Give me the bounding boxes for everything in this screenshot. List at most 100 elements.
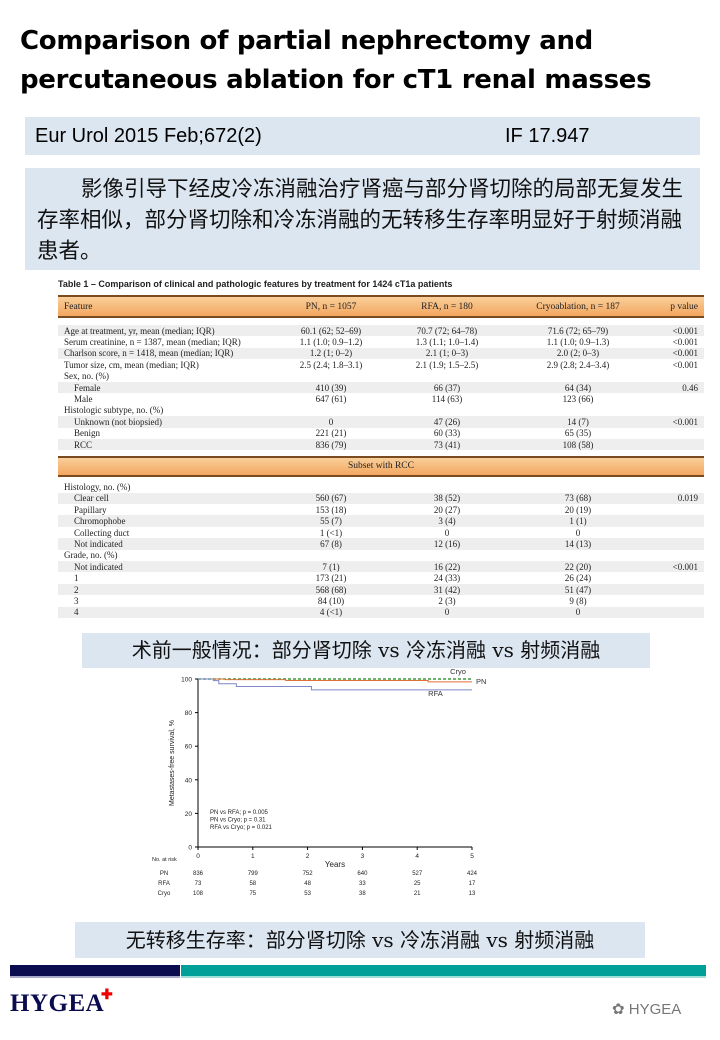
p-value-annotation: RFA vs Cryo; p = 0.021	[210, 825, 273, 831]
cell-rfa: 66 (37)	[433, 382, 461, 393]
cell-feature: Not indicated	[74, 538, 123, 549]
table-row: Male 647 (61) 114 (63) 123 (66)	[58, 393, 704, 404]
y-tick-label: 60	[185, 744, 193, 751]
risk-table-label: No. at risk	[152, 857, 177, 863]
footer-bar-navy	[10, 965, 180, 978]
table-row: Clear cell 560 (67) 38 (52) 73 (68) 0.019	[58, 492, 704, 505]
cell-feature: Papillary	[74, 504, 107, 515]
table-row: Collecting duct 1 (<1) 0 0	[58, 527, 704, 538]
cell-cryo: 1.1 (1.0; 0.9–1.3)	[546, 337, 610, 348]
table-row: Sex, no. (%)	[58, 371, 704, 382]
cell-feature: Unknown (not biopsied)	[74, 416, 162, 427]
table-row: Grade, no. (%)	[58, 550, 704, 561]
risk-value: 752	[303, 871, 314, 877]
header-p-value: p value	[670, 301, 698, 312]
table-row: Serum creatinine, n = 1387, mean (median…	[58, 336, 704, 347]
footer-bar-teal	[181, 965, 706, 978]
cell-feature: Tumor size, cm, mean (median; IQR)	[64, 359, 199, 370]
cell-rfa: 16 (22)	[433, 561, 461, 572]
series-line-rfa	[198, 678, 472, 691]
cell-rfa: 0	[444, 607, 450, 618]
cell-cryo: 71.6 (72; 65–79)	[547, 325, 609, 336]
header-pn: PN, n = 1057	[305, 301, 357, 312]
cell-feature: Not indicated	[74, 561, 123, 572]
y-tick-label: 100	[181, 677, 192, 684]
cell-feature: Benign	[74, 428, 100, 439]
risk-value: 25	[414, 881, 421, 887]
y-tick-label: 0	[188, 845, 192, 852]
hygea-logo: HYGEA ✚	[10, 988, 113, 1018]
cell-pn: 7 (1)	[322, 561, 340, 572]
watermark-text: HYGEA	[628, 1001, 682, 1018]
cell-cryo: 20 (19)	[564, 504, 592, 515]
risk-value: 48	[304, 881, 311, 887]
cell-pn: 1 (<1)	[319, 527, 343, 538]
page-title: Comparison of partial nephrectomy and pe…	[20, 22, 652, 100]
series-label-rfa: RFA	[428, 689, 443, 698]
cell-feature: Age at treatment, yr, mean (median; IQR)	[64, 325, 215, 336]
x-tick-label: 2	[306, 853, 310, 860]
cell-rfa: 38 (52)	[433, 493, 461, 504]
table-row: Benign 221 (21) 60 (33) 65 (35)	[58, 428, 704, 439]
table-row: Histology, no. (%)	[58, 481, 704, 492]
table-row: 4 4 (<1) 0 0	[58, 606, 704, 618]
cell-feature: Clear cell	[74, 493, 109, 504]
table-row: Chromophobe 55 (7) 3 (4) 1 (1)	[58, 515, 704, 527]
table-row: Unknown (not biopsied) 0 47 (26) 14 (7) <0.0…	[58, 416, 704, 428]
cell-cryo: 73 (68)	[564, 493, 592, 504]
table-body: Age at treatment, yr, mean (median; IQR)…	[58, 325, 704, 451]
cell-cryo: 108 (58)	[562, 439, 594, 450]
header-rfa: RFA, n = 180	[421, 301, 473, 312]
title-line-2: percutaneous ablation for cT1 renal mass…	[20, 65, 652, 95]
cell-rfa: 20 (27)	[433, 504, 461, 515]
risk-value: 108	[193, 891, 204, 897]
cell-p-value: <0.001	[672, 416, 698, 427]
cell-feature: 2	[74, 584, 79, 595]
risk-value: 75	[249, 891, 256, 897]
table-row: Not indicated 7 (1) 16 (22) 22 (20) <0.001	[58, 561, 704, 573]
watermark: ✿ HYGEA	[612, 1000, 681, 1018]
cell-rfa: 0	[444, 527, 450, 538]
x-tick-label: 1	[251, 853, 255, 860]
cell-pn: 410 (39)	[315, 382, 347, 393]
cell-rfa: 24 (33)	[433, 573, 461, 584]
risk-value: 21	[414, 891, 421, 897]
cell-feature: Collecting duct	[74, 527, 130, 538]
x-tick-label: 0	[196, 853, 200, 860]
table-row: Papillary 153 (18) 20 (27) 20 (19)	[58, 504, 704, 515]
caption-survival: 无转移生存率：部分肾切除 vs 冷冻消融 vs 射频消融	[75, 922, 645, 958]
risk-value: 799	[248, 871, 259, 877]
cell-pn: 1.1 (1.0; 0.9–1.2)	[299, 337, 363, 348]
header-cryo: Cryoablation, n = 187	[536, 301, 620, 312]
cell-cryo: 26 (24)	[564, 573, 592, 584]
cell-rfa: 31 (42)	[433, 584, 461, 595]
cell-cryo: 0	[575, 527, 581, 538]
cell-cryo: 9 (8)	[569, 595, 587, 606]
cell-rfa: 73 (41)	[433, 439, 461, 450]
table-row: 2 568 (68) 31 (42) 51 (47)	[58, 583, 704, 596]
cell-rfa: 3 (4)	[438, 516, 456, 527]
cell-p-value: <0.001	[672, 348, 698, 359]
risk-value: 58	[249, 881, 256, 887]
header-feature: Feature	[64, 301, 93, 312]
cell-cryo: 1 (1)	[569, 516, 587, 527]
cell-pn: 60.1 (62; 52–69)	[300, 325, 362, 336]
subset-header: Subset with RCC	[58, 456, 704, 478]
cell-rfa: 2 (3)	[438, 595, 456, 606]
p-value-annotation: PN vs RFA; p = 0.005	[210, 810, 269, 816]
table-row: 3 84 (10) 2 (3) 9 (8)	[58, 595, 704, 606]
cell-cryo: 0	[575, 607, 581, 618]
cell-feature: Histology, no. (%)	[64, 481, 131, 492]
cell-rfa: 114 (63)	[431, 394, 463, 405]
cell-pn: 84 (10)	[317, 595, 345, 606]
cell-cryo: 51 (47)	[564, 584, 592, 595]
table-row: Female 410 (39) 66 (37) 64 (34) 0.46	[58, 381, 704, 394]
cell-pn: 221 (21)	[315, 428, 347, 439]
risk-value: 424	[467, 871, 478, 877]
survival-chart: 0 20 40 60 80 100 0 1 2 3 4 5 Years Metastases-free s…	[152, 667, 486, 897]
series-label-cryo: Cryo	[450, 667, 466, 676]
x-tick-label: 4	[415, 853, 419, 860]
risk-row-name: PN	[160, 871, 168, 877]
risk-value: 53	[304, 891, 311, 897]
cell-p-value: 0.019	[677, 493, 698, 504]
